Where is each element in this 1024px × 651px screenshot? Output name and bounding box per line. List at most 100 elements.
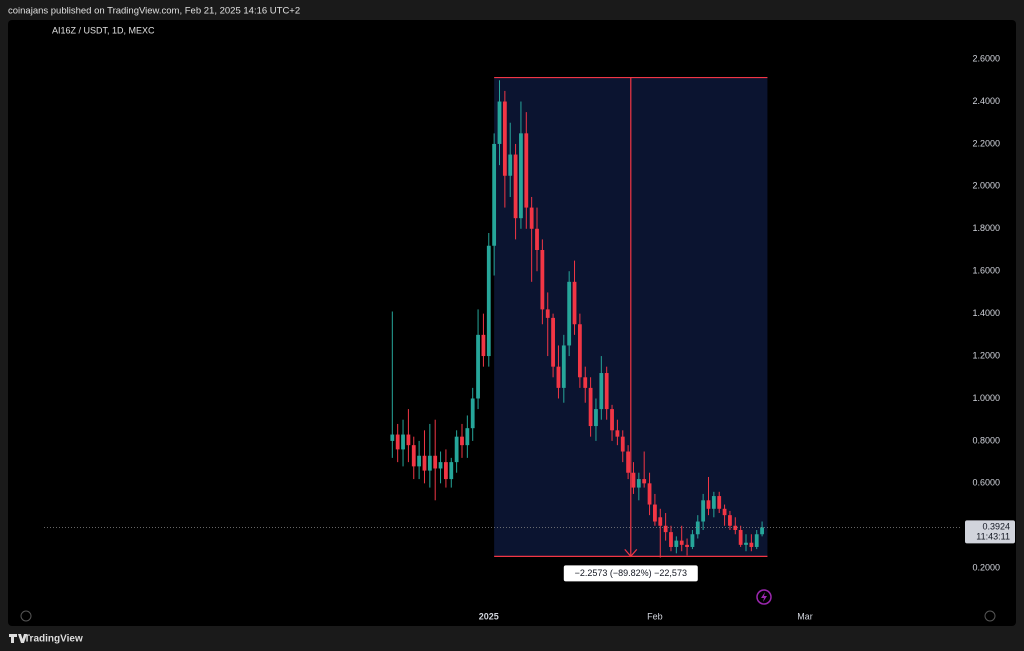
candle-body — [406, 434, 411, 446]
x-tick-label: Feb — [647, 611, 663, 621]
candle-body — [631, 472, 636, 488]
icon — [761, 592, 767, 602]
candle-body — [454, 436, 459, 463]
publisher: coinajans published on TradingView.com, … — [8, 6, 300, 17]
candle-body — [733, 525, 738, 530]
candle-body — [513, 154, 518, 219]
icon[interactable] — [984, 610, 996, 622]
candle-body — [519, 133, 523, 219]
candle-body — [561, 345, 566, 388]
candle-body — [615, 430, 620, 437]
candle-body — [460, 436, 464, 446]
candle-body — [535, 228, 539, 250]
candle-body — [647, 483, 652, 505]
candle-body — [481, 334, 486, 357]
candle-body — [577, 324, 582, 378]
candle-body — [556, 366, 561, 388]
y-tick-label: 1.0000 — [972, 393, 1000, 403]
icon[interactable] — [20, 610, 32, 622]
candle-body — [449, 462, 454, 480]
y-tick-label: 0.2000 — [972, 563, 1000, 573]
candle-body — [588, 387, 593, 427]
candle-body — [599, 373, 604, 410]
x-tick-label: Mar — [797, 611, 813, 621]
candle-body — [529, 207, 534, 229]
candle-body — [524, 133, 529, 208]
candle-body — [476, 334, 480, 399]
candle-body — [567, 281, 572, 346]
candle-body — [594, 409, 598, 427]
candle-body — [551, 317, 555, 367]
candle-body — [679, 540, 684, 545]
candle-body — [754, 534, 759, 547]
y-tick-label: 2.2000 — [972, 138, 1000, 148]
candle-body — [749, 542, 754, 547]
y-tick-label: 0.8000 — [972, 435, 1000, 445]
brand: TradingView — [24, 634, 83, 645]
candle-body — [390, 434, 395, 441]
countdown: 11:43:11 — [976, 532, 1010, 542]
y-tick-label: 1.6000 — [972, 266, 1000, 276]
candle-body — [669, 532, 673, 547]
candle-body — [417, 455, 422, 467]
measure-label: −2.2573 (−89.82%) −22,573 — [575, 568, 687, 578]
candle-body — [433, 455, 438, 469]
candle-body — [444, 462, 448, 480]
candle-body — [653, 504, 657, 522]
candle-body — [690, 534, 695, 547]
y-tick-label: 0.6000 — [972, 478, 1000, 488]
candle-body — [722, 508, 727, 516]
candle-body — [717, 496, 722, 509]
candle-body — [695, 521, 700, 535]
x-tick-label: 2025 — [479, 611, 499, 621]
last-price-box — [965, 520, 1015, 544]
candle-body — [411, 445, 416, 467]
measure-arrowhead — [624, 548, 638, 558]
candle-body — [674, 540, 679, 547]
candle-body — [540, 250, 545, 310]
measure-label-box — [563, 565, 698, 582]
candle-body — [497, 101, 502, 144]
candle-body — [492, 143, 497, 246]
chart-title: AI16Z / USDT, 1D, MEXC — [52, 25, 155, 35]
candle-body — [395, 434, 400, 450]
candle-body — [642, 479, 647, 484]
candle-body — [465, 428, 470, 446]
candle-body — [508, 154, 513, 176]
candle-body — [711, 496, 716, 509]
candle-body — [545, 309, 550, 318]
candle-body — [502, 101, 507, 176]
candle-body — [706, 500, 711, 509]
candle-body — [572, 281, 577, 325]
candle-body — [620, 436, 625, 452]
y-tick-label: 1.4000 — [972, 308, 1000, 318]
y-tick-label: 1.8000 — [972, 223, 1000, 233]
candle-body — [663, 525, 668, 533]
y-tick-label: 2.4000 — [972, 96, 1000, 106]
candle-body — [486, 245, 491, 357]
candle-body — [422, 455, 427, 471]
logo — [9, 634, 27, 643]
candle-body — [401, 434, 405, 450]
last-price-label: 0.3924 — [982, 522, 1010, 532]
candle-body — [438, 462, 443, 469]
candle-body — [583, 377, 588, 388]
candle-body — [728, 515, 732, 526]
y-tick-label: 1.2000 — [972, 350, 1000, 360]
candle-body — [701, 500, 706, 522]
candle-body — [658, 517, 663, 526]
candle-body — [427, 455, 432, 471]
y-tick-label: 2.0000 — [972, 181, 1000, 191]
candle-body — [744, 542, 748, 545]
candle-body — [610, 409, 614, 431]
icon[interactable] — [756, 589, 772, 605]
candle-body — [470, 398, 475, 429]
candle-body — [636, 479, 641, 488]
candle-body — [685, 544, 689, 547]
candle-body — [738, 530, 743, 545]
candle-body — [760, 527, 764, 535]
candle-body — [626, 451, 631, 473]
y-tick-label: 2.6000 — [972, 53, 1000, 63]
